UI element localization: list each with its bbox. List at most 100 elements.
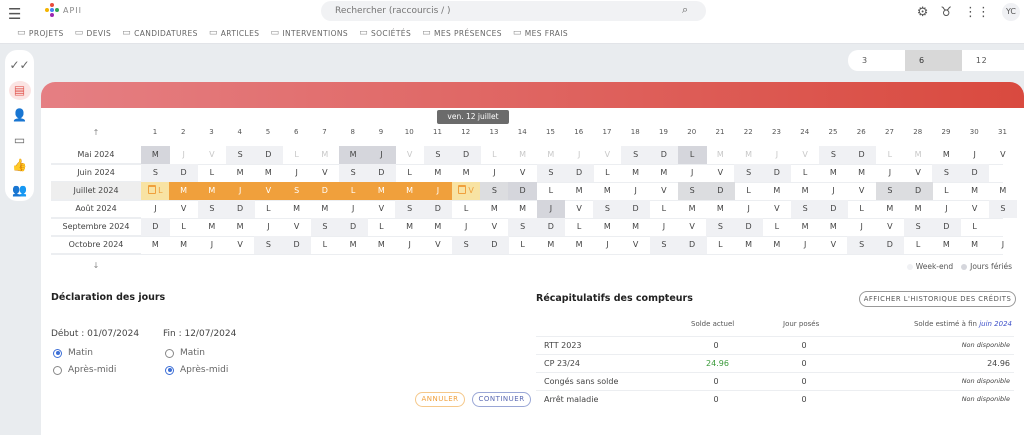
day-cell[interactable]: V xyxy=(254,182,283,200)
day-cell[interactable]: S xyxy=(621,146,650,164)
day-cell[interactable]: M xyxy=(321,204,329,213)
period-option[interactable]: 6 MOIS xyxy=(904,50,962,71)
day-cell[interactable]: S xyxy=(649,236,679,254)
day-cell[interactable]: D xyxy=(706,182,735,200)
start-morning-radio[interactable]: Matin xyxy=(53,348,93,358)
end-morning-radio[interactable]: Matin xyxy=(165,348,205,358)
day-cell[interactable]: S xyxy=(875,182,905,200)
day-cell[interactable]: M xyxy=(321,150,329,159)
day-cell[interactable]: M xyxy=(971,240,979,249)
day-cell[interactable]: V xyxy=(1000,150,1006,159)
cancel-button[interactable]: ANNULER xyxy=(415,392,465,407)
day-cell[interactable]: M xyxy=(914,150,922,159)
day-cell[interactable]: M xyxy=(151,240,159,249)
day-cell[interactable]: J xyxy=(577,150,581,159)
day-cell[interactable]: J xyxy=(267,222,270,231)
day-cell[interactable]: V xyxy=(604,150,611,159)
day-cell[interactable]: D xyxy=(451,146,481,164)
user-clock-icon[interactable]: 👤 xyxy=(12,108,27,122)
day-cell[interactable]: M xyxy=(236,168,244,177)
day-cell[interactable]: V xyxy=(519,168,526,177)
day-cell[interactable]: M xyxy=(858,168,866,177)
day-cell[interactable]: J xyxy=(973,150,976,159)
day-cell[interactable]: L xyxy=(520,240,525,249)
day-cell[interactable]: V xyxy=(322,168,328,177)
day-cell[interactable]: S xyxy=(338,164,368,182)
day-cell[interactable]: V xyxy=(717,168,724,177)
day-cell[interactable]: M xyxy=(169,182,198,200)
day-cell[interactable]: L xyxy=(774,222,780,231)
day-cell[interactable]: L xyxy=(266,204,271,213)
credit-history-button[interactable]: AFFICHER L'HISTORIQUE DES CRÉDITS xyxy=(859,291,1016,307)
day-cell[interactable]: V xyxy=(209,150,215,159)
day-cell[interactable]: D xyxy=(819,200,848,218)
day-cell[interactable]: V xyxy=(576,204,582,213)
wallet-icon[interactable]: ▭ xyxy=(13,133,26,147)
day-cell[interactable]: M xyxy=(141,146,170,164)
day-cell[interactable]: M xyxy=(264,168,272,177)
day-cell[interactable]: M xyxy=(942,150,950,159)
day-cell[interactable]: M xyxy=(575,186,583,195)
day-cell[interactable]: M xyxy=(914,204,922,213)
day-cell[interactable]: M xyxy=(547,150,555,159)
day-cell[interactable]: D xyxy=(932,218,961,236)
day-cell[interactable]: V xyxy=(435,240,441,249)
day-cell[interactable]: V xyxy=(774,204,780,213)
nav-item-articles[interactable]: ▭ ARTICLES xyxy=(209,28,260,38)
day-cell[interactable]: L xyxy=(407,168,412,177)
day-cell[interactable]: D xyxy=(875,236,905,254)
day-cell[interactable]: J xyxy=(888,168,892,177)
day-cell[interactable]: M xyxy=(434,222,442,231)
day-cell[interactable]: V xyxy=(237,240,243,249)
day-cell[interactable]: L xyxy=(718,240,723,249)
day-cell[interactable]: J xyxy=(154,204,157,213)
day-cell[interactable]: V xyxy=(689,222,695,231)
selection-endpoint-cell[interactable]: V xyxy=(451,182,481,200)
day-cell[interactable]: M xyxy=(745,150,753,159)
period-option[interactable]: 3 MOIS xyxy=(862,56,868,65)
day-cell[interactable]: D xyxy=(536,218,566,236)
arrow-up-icon[interactable]: ↑ xyxy=(92,128,100,137)
day-cell[interactable]: M xyxy=(490,204,498,213)
day-cell[interactable]: L xyxy=(548,186,554,195)
day-cell[interactable]: L xyxy=(379,222,384,231)
day-cell[interactable]: S xyxy=(593,200,622,218)
day-cell[interactable]: M xyxy=(801,222,809,231)
day-cell[interactable]: J xyxy=(536,200,566,218)
day-cell[interactable]: V xyxy=(858,186,865,195)
day-cell[interactable]: S xyxy=(423,146,453,164)
double-check-icon[interactable]: ✓✓ xyxy=(9,58,30,72)
day-cell[interactable]: D xyxy=(960,164,989,182)
day-cell[interactable]: D xyxy=(338,218,368,236)
day-cell[interactable]: M xyxy=(801,186,809,195)
day-cell[interactable]: J xyxy=(945,204,948,213)
day-cell[interactable]: M xyxy=(942,240,950,249)
day-cell[interactable]: D xyxy=(169,164,198,182)
day-cell[interactable]: S xyxy=(677,182,707,200)
search-icon[interactable]: ⌕ xyxy=(682,3,689,16)
day-cell[interactable]: M xyxy=(829,222,837,231)
day-cell[interactable]: J xyxy=(775,150,779,159)
day-cell[interactable]: L xyxy=(605,168,610,177)
day-cell[interactable]: M xyxy=(745,240,753,249)
arrow-down-icon[interactable]: ↓ xyxy=(92,261,100,270)
day-cell[interactable]: L xyxy=(661,204,667,213)
day-cell[interactable]: M xyxy=(971,186,979,195)
day-cell[interactable]: V xyxy=(378,204,385,213)
logo[interactable]: APII xyxy=(45,3,82,17)
day-cell[interactable]: J xyxy=(423,182,453,200)
day-cell[interactable]: S xyxy=(508,218,537,236)
day-cell[interactable]: M xyxy=(395,182,424,200)
day-cell[interactable]: M xyxy=(999,186,1007,195)
day-cell[interactable]: D xyxy=(847,146,876,164)
end-afternoon-radio[interactable]: Après-midi xyxy=(165,365,228,375)
day-cell[interactable]: L xyxy=(181,222,186,231)
day-cell[interactable]: D xyxy=(762,164,792,182)
nav-item-sociétés[interactable]: ▭ SOCIÉTÉS xyxy=(359,28,411,38)
day-cell[interactable]: S xyxy=(706,218,735,236)
day-cell[interactable]: V xyxy=(915,168,921,177)
day-cell[interactable]: M xyxy=(434,168,442,177)
day-cell[interactable]: M xyxy=(236,222,244,231)
day-cell[interactable]: V xyxy=(180,204,187,213)
day-cell[interactable]: M xyxy=(829,168,837,177)
